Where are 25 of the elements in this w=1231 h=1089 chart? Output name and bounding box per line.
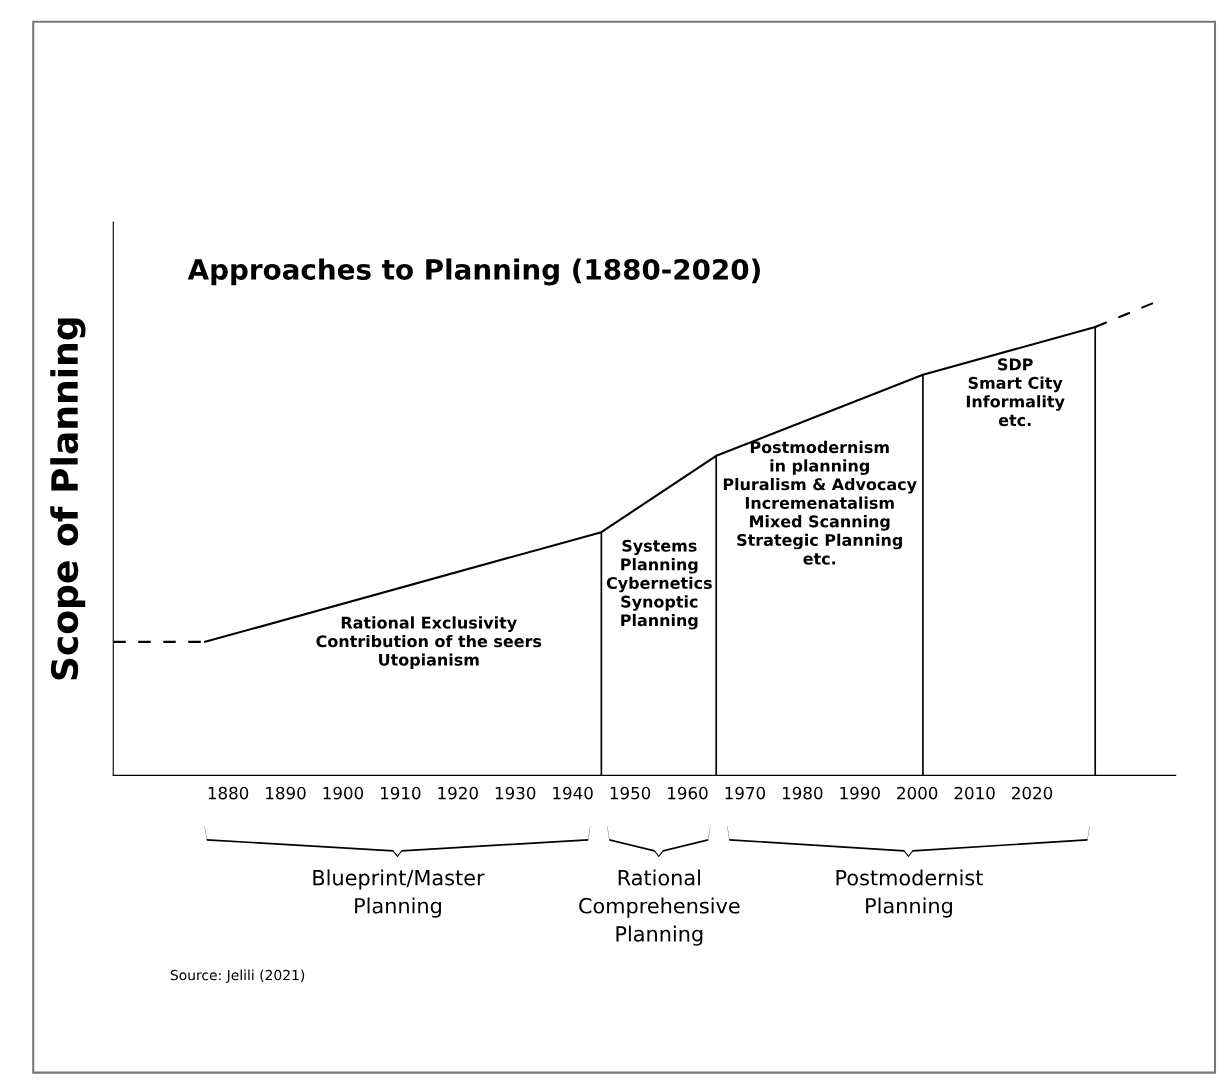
- x-tick-label: 1950: [610, 786, 651, 800]
- x-tick-label: 1910: [381, 786, 421, 800]
- x-tick-label: 2010: [954, 786, 995, 800]
- x-tick-label: 1880: [208, 786, 249, 800]
- chart-title: Approaches to Planning (1880-2020): [187, 258, 760, 286]
- text: Postmodernist Planning: [836, 869, 983, 918]
- y-axis-title: Scope of Planning: [50, 318, 86, 680]
- annotation: Postmodernism in planning Pluralism & Advocacy Incremenatalism Mixed Scanning Strategic Planning etc.: [723, 440, 917, 565]
- x-tick-label: 1920: [438, 786, 478, 800]
- text: Blueprint/Master Planning: [313, 869, 485, 918]
- annotation: Rational Exclusivity Contribution of the seers Utopianism: [316, 616, 542, 669]
- x-tick-label: 1940: [553, 786, 593, 800]
- x-tick-label: 1890: [266, 786, 306, 800]
- x-tick-label: 1990: [840, 786, 880, 800]
- annotation: Systems Planning Cybernetics Synoptic Planning: [606, 539, 712, 630]
- annotation: SDP Smart City Informality etc.: [966, 358, 1065, 427]
- x-tick-label: 1980: [782, 786, 823, 800]
- x-tick-label: 1930: [495, 786, 536, 800]
- x-tick-label: 2000: [897, 786, 938, 800]
- x-tick-label: 1900: [323, 786, 364, 800]
- x-tick-label: 1960: [668, 786, 708, 800]
- x-tick-label: 1970: [725, 786, 766, 800]
- x-tick-label: 2020: [1012, 786, 1053, 800]
- source-note: Source: Jelili (2021): [170, 969, 305, 983]
- text: Rational Comprehensive Planning: [579, 869, 740, 946]
